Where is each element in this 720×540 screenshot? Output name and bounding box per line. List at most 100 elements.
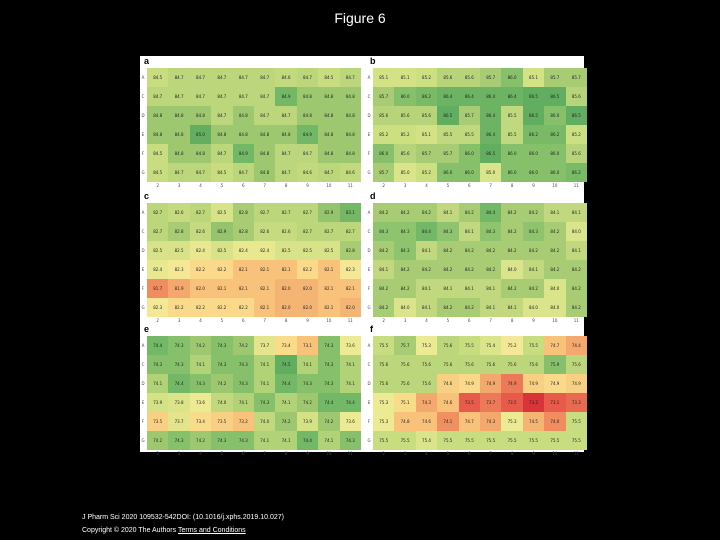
- row-label: D: [141, 247, 145, 253]
- heatmap-cell: 85.2: [394, 125, 416, 144]
- heatmap-cell: 86.4: [437, 87, 459, 106]
- heatmap-cell: 74.3: [211, 336, 233, 355]
- panel-label: f: [370, 324, 373, 334]
- heatmap-cell: 84.9: [275, 87, 297, 106]
- heatmap-cell: 84.7: [232, 163, 254, 182]
- heatmap-cell: 84.7: [254, 87, 276, 106]
- heatmap-cell: 73.9: [296, 412, 319, 431]
- heatmap-cell: 82.8: [339, 241, 361, 260]
- heatmap-cell: 75.6: [437, 336, 459, 355]
- heatmap-cell: 82.7: [189, 203, 212, 222]
- heatmap-cell: 74.9: [565, 374, 587, 393]
- heatmap-cell: 82.2: [211, 260, 233, 279]
- heatmap-cell: 84.2: [394, 260, 416, 279]
- panel-label: c: [144, 191, 150, 201]
- column-label: 7: [489, 183, 492, 188]
- row-label: F: [141, 150, 145, 156]
- heatmap-cell: 85.2: [415, 163, 438, 182]
- column-label: 9: [532, 183, 535, 188]
- heatmap-cell: 85.6: [437, 68, 459, 87]
- column-label: 10: [326, 451, 332, 456]
- column-label: 6: [468, 451, 471, 456]
- heatmap-cell: 75.2: [501, 336, 523, 355]
- heatmap-cell: 82.1: [275, 260, 297, 279]
- heatmap-cell: 74.9: [522, 374, 545, 393]
- heatmap-cell: 82.4: [254, 241, 276, 260]
- heatmap-cell: 86.4: [480, 87, 502, 106]
- heatmap-cell: 84.0: [565, 222, 587, 241]
- heatmap-cell: 74.2: [147, 431, 169, 450]
- heatmap-cell: 82.1: [318, 298, 340, 317]
- row-label: G: [141, 169, 145, 175]
- heatmap-cell: 84.7: [296, 68, 319, 87]
- heatmap-cell: 85.5: [501, 125, 523, 144]
- column-label: 4: [425, 318, 428, 323]
- heatmap-cell: 86.0: [544, 144, 566, 163]
- heatmap-cell: 74.3: [339, 431, 361, 450]
- heatmap-cell: 82.7: [275, 203, 297, 222]
- heatmap-cell: 82.3: [339, 260, 361, 279]
- heatmap-cell: 73.5: [458, 393, 480, 412]
- column-label: 2: [382, 451, 385, 456]
- row-label: A: [367, 74, 371, 80]
- heatmap-cell: 74.3: [147, 355, 169, 374]
- column-label: 9: [306, 318, 309, 323]
- heatmap-cell: 74.1: [254, 431, 276, 450]
- heatmap-cell: 74.3: [318, 374, 340, 393]
- column-label: 2: [156, 183, 159, 188]
- heatmap-cell: 84.8: [318, 144, 340, 163]
- column-label: 2: [156, 451, 159, 456]
- heatmap-cell: 85.6: [565, 87, 587, 106]
- heatmap-cell: 84.2: [544, 260, 566, 279]
- heatmap-cell: 82.5: [296, 241, 319, 260]
- heatmap-cell: 85.5: [437, 125, 459, 144]
- heatmap-cell: 84.2: [544, 222, 566, 241]
- heatmap-cell: 84.8: [339, 144, 361, 163]
- figure-title: Figure 6: [334, 10, 386, 26]
- heatmap-cell: 84.8: [339, 125, 361, 144]
- heatmap-cell: 74.9: [458, 374, 480, 393]
- column-label: 9: [532, 451, 535, 456]
- row-label: G: [367, 169, 371, 175]
- heatmap-cell: 74.2: [318, 412, 340, 431]
- terms-link[interactable]: Terms and Conditions: [177, 527, 246, 534]
- column-label: 3: [403, 451, 407, 456]
- column-label: 4: [199, 183, 202, 188]
- heatmap-cell: 82.0: [339, 298, 361, 317]
- heatmap-cell: 84.5: [147, 144, 169, 163]
- row-label: C: [367, 93, 371, 99]
- heatmap-cell: 73.9: [147, 393, 169, 412]
- column-label: 8: [510, 183, 514, 188]
- heatmap-cell: 74.4: [296, 431, 319, 450]
- heatmap-cell: 74.9: [501, 374, 523, 393]
- heatmap-cell: 84.7: [168, 68, 190, 87]
- heatmap-cell: 84.9: [232, 144, 254, 163]
- heatmap-cell: 82.2: [189, 260, 212, 279]
- heatmap-cell: 84.2: [458, 241, 480, 260]
- heatmap-cell: 74.3: [318, 355, 340, 374]
- heatmap-cell: 84.2: [501, 203, 523, 222]
- heatmap-cell: 84.7: [275, 106, 297, 125]
- heatmap-cell: 84.1: [437, 279, 459, 298]
- column-label: 6: [242, 451, 245, 456]
- heatmap-cell: 84.7: [189, 68, 212, 87]
- heatmap-cell: 74.4: [318, 393, 340, 412]
- heatmap-cell: 84.1: [415, 241, 438, 260]
- heatmap-cell: 85.5: [458, 125, 480, 144]
- heatmap-cell: 82.5: [168, 241, 190, 260]
- heatmap-cell: 84.1: [565, 203, 587, 222]
- heatmap-cell: 85.2: [373, 125, 395, 144]
- heatmap-cell: 84.2: [544, 241, 566, 260]
- heatmap-cell: 84.2: [458, 298, 480, 317]
- heatmap-cell: 74.2: [275, 412, 297, 431]
- heatmap-cell: 85.0: [189, 125, 212, 144]
- column-label: 11: [347, 451, 353, 456]
- heatmap-cell: 75.5: [394, 431, 416, 450]
- heatmap-cell: 73.5: [501, 393, 523, 412]
- heatmap-cell: 84.8: [189, 144, 212, 163]
- heatmap-cell: 84.0: [544, 279, 566, 298]
- heatmap-cell: 73.6: [189, 393, 212, 412]
- heatmap-cell: 73.1: [544, 393, 566, 412]
- heatmap-cell: 84.2: [565, 260, 587, 279]
- heatmap-cell: 75.5: [522, 336, 545, 355]
